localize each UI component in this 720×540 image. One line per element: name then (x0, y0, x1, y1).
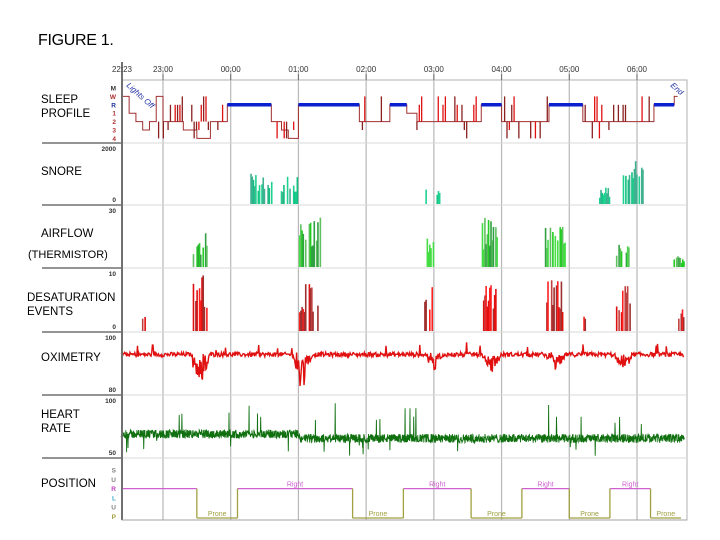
y-tick-label: 0 (112, 324, 116, 331)
label-snore: SNORE (41, 166, 82, 178)
time-tick-label: 00:00 (221, 65, 242, 74)
sleep-stage-label: 2 (112, 119, 116, 126)
y-tick-label: 100 (105, 398, 116, 405)
position-level-label: P (112, 514, 117, 521)
y-tick-label: 50 (109, 450, 117, 457)
position-level-label: R (111, 486, 116, 493)
y-tick-label: 100 (105, 335, 116, 342)
sleep-stage-label: M (111, 86, 116, 93)
time-tick-label: 01:00 (288, 65, 309, 74)
position-segment-label: Right (429, 482, 445, 489)
sleep-stage-label: 3 (112, 128, 116, 135)
position-segment-label: Prone (656, 511, 675, 518)
position-segment-label: Right (622, 482, 638, 489)
label-oximetry: OXIMETRY (41, 352, 101, 364)
y-tick-label: 80 (109, 387, 117, 394)
time-tick-label: 23:00 (153, 65, 174, 74)
position-segment-label: Right (537, 482, 553, 489)
position-level-label: U (111, 477, 116, 484)
time-tick-label: 03:00 (424, 65, 445, 74)
position-segment-label: Prone (208, 511, 227, 518)
plot-area (121, 79, 688, 521)
data-layer (120, 95, 685, 519)
label-heart-rate: HEART RATE (41, 409, 80, 435)
position-level-label: S (112, 468, 117, 475)
label-position: POSITION (41, 478, 96, 490)
oximetry-trace (120, 342, 685, 387)
heart-rate-trace (120, 403, 685, 456)
y-tick-label: 10 (109, 271, 117, 278)
time-tick-label: 06:00 (627, 65, 648, 74)
label-airflow-sub: (THERMISTOR) (28, 249, 108, 261)
sleep-stage-label: 4 (112, 136, 116, 143)
position-segment-label: Right (287, 482, 303, 489)
sleep-stage-label: W (110, 94, 117, 101)
position-level-label: U (111, 505, 116, 512)
y-tick-label: 30 (109, 208, 117, 215)
grid-layer (42, 70, 688, 521)
position-segment-label: Prone (487, 511, 506, 518)
time-tick-label: 22:23 (112, 65, 133, 74)
position-segment-label: Prone (580, 511, 599, 518)
y-tick-label: 0 (112, 197, 116, 204)
label-airflow: AIRFLOW (41, 228, 94, 240)
time-tick-label: 05:00 (559, 65, 580, 74)
sleep-stage-label: R (111, 102, 116, 109)
y-tick-label: 2000 (102, 146, 117, 153)
time-tick-label: 04:00 (492, 65, 513, 74)
position-segment-label: Prone (369, 511, 388, 518)
sleep-stage-label: 1 (112, 111, 116, 118)
position-level-label: L (112, 495, 116, 502)
time-tick-label: 02:00 (356, 65, 377, 74)
label-desaturation: DESATURATION EVENTS (27, 292, 116, 318)
figure-title: FIGURE 1. (38, 32, 114, 49)
label-sleep-profile: SLEEP PROFILE (41, 94, 91, 120)
